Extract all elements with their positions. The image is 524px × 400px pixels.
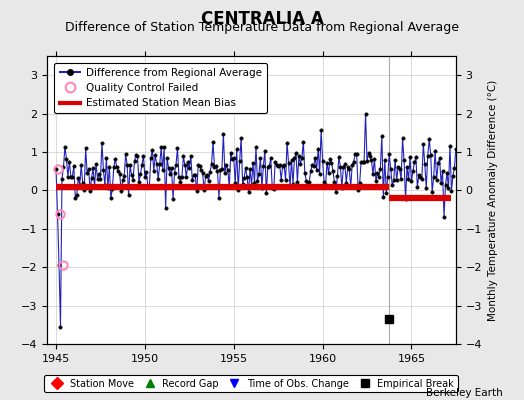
- Text: CENTRALIA A: CENTRALIA A: [201, 10, 323, 28]
- Legend: Station Move, Record Gap, Time of Obs. Change, Empirical Break: Station Move, Record Gap, Time of Obs. C…: [44, 375, 458, 392]
- Text: Difference of Station Temperature Data from Regional Average: Difference of Station Temperature Data f…: [65, 21, 459, 34]
- Y-axis label: Monthly Temperature Anomaly Difference (°C): Monthly Temperature Anomaly Difference (…: [488, 79, 498, 321]
- Text: Berkeley Earth: Berkeley Earth: [427, 388, 503, 398]
